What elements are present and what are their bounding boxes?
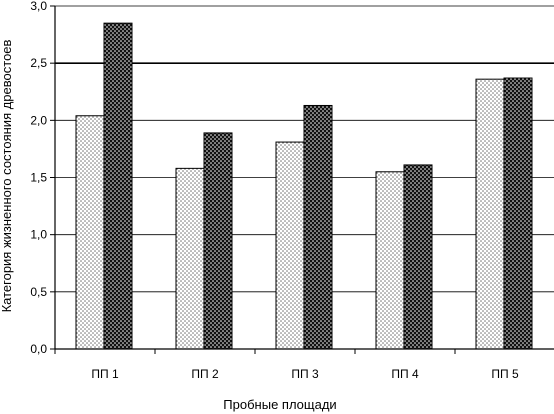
bar-ПП 4-series-2 xyxy=(403,164,433,350)
x-tick-labels: ПП 1 ПП 2 ПП 3 ПП 4 ПП 5 xyxy=(54,349,519,381)
x-tick-label: ПП 3 xyxy=(291,367,319,381)
y-tick-label: 0,5 xyxy=(30,285,47,299)
x-tick-label: ПП 2 xyxy=(191,367,219,381)
bar-ПП 5-series-1 xyxy=(475,78,505,350)
bar-ПП 5-series-2 xyxy=(503,77,533,350)
y-tick-labels: 0,0 0,5 1,0 1,5 2,0 2,5 3,0 xyxy=(30,0,55,356)
bar-ПП 3-series-2 xyxy=(303,104,333,350)
bar-ПП 3-series-1 xyxy=(275,141,305,350)
y-tick-label: 0,0 xyxy=(30,342,47,356)
x-tick-label: ПП 1 xyxy=(91,367,119,381)
y-tick-label: 2,5 xyxy=(30,56,47,70)
x-axis-title: Пробные площади xyxy=(223,397,336,412)
x-tick-label: ПП 5 xyxy=(491,367,519,381)
bar-ПП 4-series-1 xyxy=(375,171,405,350)
x-tick-label: ПП 4 xyxy=(391,367,419,381)
y-axis-title: Категория жизненного состояния древостое… xyxy=(0,39,14,312)
y-tick-label: 2,0 xyxy=(30,113,47,127)
bar-ПП 2-series-2 xyxy=(203,132,233,350)
y-tick-label: 1,5 xyxy=(30,171,47,185)
bars xyxy=(75,22,533,350)
y-tick-label: 1,0 xyxy=(30,228,47,242)
y-tick-label: 3,0 xyxy=(30,0,47,13)
bar-ПП 1-series-1 xyxy=(75,115,105,350)
bar-ПП 2-series-1 xyxy=(175,167,205,350)
bar-ПП 1-series-2 xyxy=(103,22,133,350)
